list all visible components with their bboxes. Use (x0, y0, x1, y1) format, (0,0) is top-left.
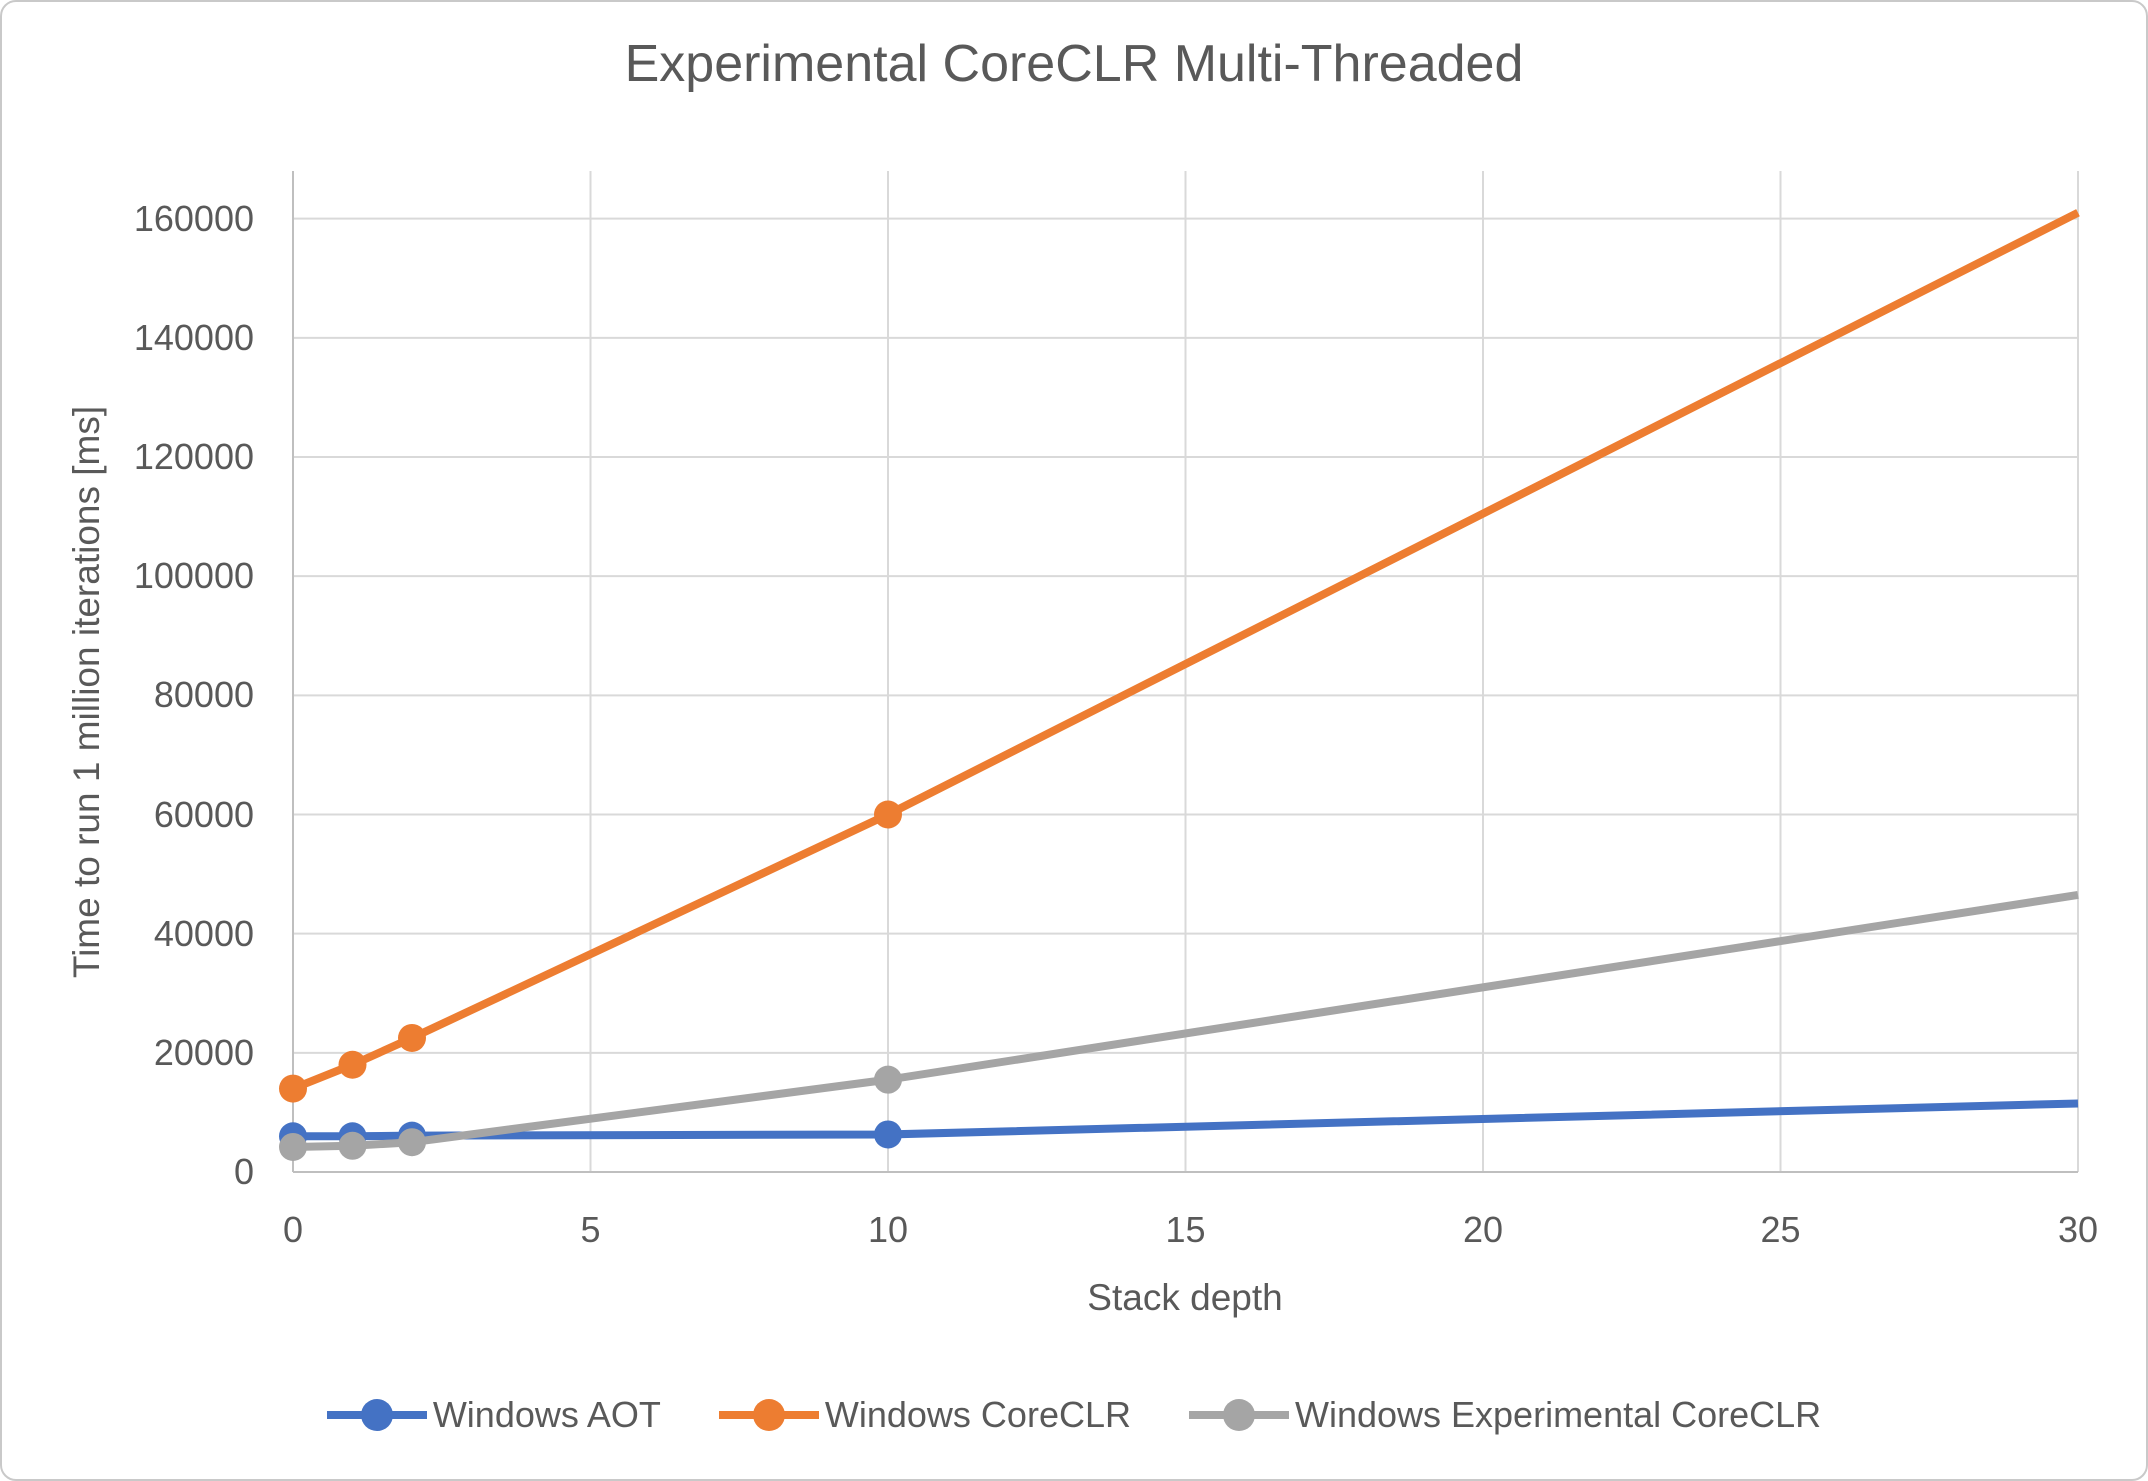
y-tick-label: 160000 (133, 197, 254, 239)
data-point-marker-windows-experimental-coreclr (279, 1132, 307, 1161)
legend-item-windows-coreclr: Windows CoreCLR (718, 1394, 1131, 1436)
x-tick-label: 5 (580, 1209, 601, 1250)
data-point-marker-windows-aot (874, 1120, 902, 1149)
y-tick-label: 60000 (153, 793, 254, 835)
data-point-marker-windows-experimental-coreclr (338, 1131, 367, 1160)
x-tick-label: 25 (1760, 1209, 1801, 1250)
legend-dot-icon (1222, 1399, 1255, 1431)
y-tick-label: 100000 (133, 555, 254, 597)
y-axis-title: Time to run 1 million iterations [ms] (66, 405, 107, 979)
legend-label: Windows Experimental CoreCLR (1294, 1394, 1822, 1435)
data-point-marker-windows-experimental-coreclr (874, 1065, 902, 1094)
y-tick-label: 0 (233, 1151, 254, 1192)
x-tick-label: 15 (1165, 1209, 1206, 1250)
x-axis-title: Stack depth (1087, 1277, 1283, 1318)
legend-line-dot-marker (1188, 1399, 1289, 1431)
chart-title: Experimental CoreCLR Multi-Threaded (624, 35, 1524, 93)
legend-label: Windows CoreCLR (824, 1394, 1131, 1435)
y-tick-label: 40000 (153, 912, 254, 954)
legend-line-dot-marker (326, 1399, 427, 1431)
x-tick-label: 30 (2057, 1209, 2099, 1250)
legend-line-dot-marker (718, 1399, 819, 1431)
y-tick-label: 20000 (153, 1031, 254, 1073)
y-tick-label: 120000 (133, 436, 254, 477)
x-tick-label: 20 (1462, 1209, 1504, 1250)
legend-dot-icon (752, 1399, 785, 1431)
x-tick-label: 10 (867, 1209, 909, 1250)
data-point-marker-windows-experimental-coreclr (398, 1128, 426, 1157)
y-tick-label: 140000 (133, 316, 254, 358)
legend-label: Windows AOT (432, 1394, 661, 1435)
chart-legend: Windows AOT Windows CoreCLR Windows Expe… (2, 1390, 2146, 1440)
legend-item-windows-experimental-coreclr: Windows Experimental CoreCLR (1188, 1394, 1822, 1436)
legend-item-windows-aot: Windows AOT (326, 1394, 661, 1436)
data-point-marker-windows-coreclr (874, 800, 902, 829)
legend-dot-icon (360, 1399, 393, 1431)
data-point-marker-windows-coreclr (279, 1074, 307, 1103)
x-tick-label: 0 (282, 1209, 304, 1250)
data-point-marker-windows-coreclr (398, 1023, 426, 1052)
data-point-marker-windows-coreclr (338, 1050, 367, 1079)
y-tick-label: 80000 (153, 674, 254, 716)
